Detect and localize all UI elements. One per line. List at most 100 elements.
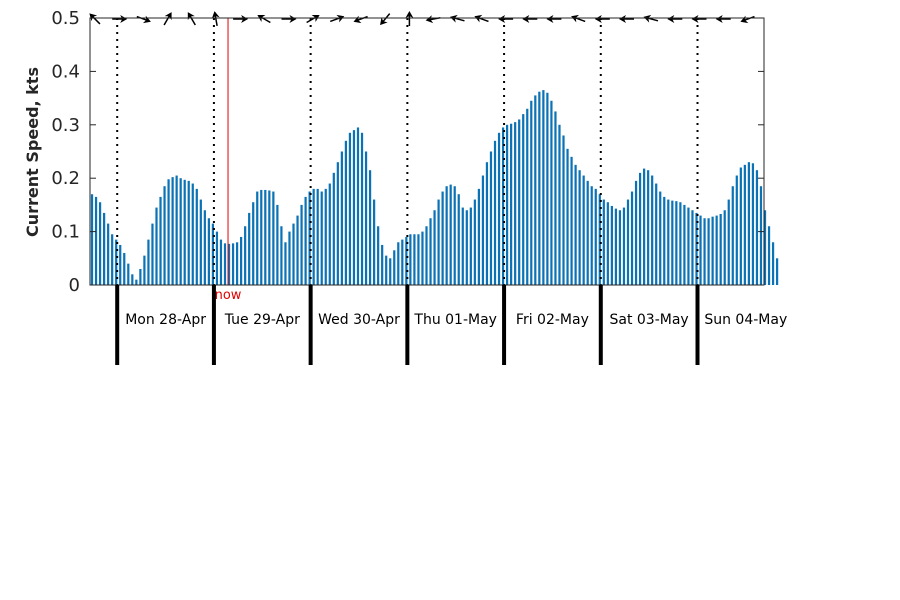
y-tick-label: 0.4	[51, 61, 80, 82]
bar	[175, 175, 178, 285]
bar	[187, 180, 190, 285]
bar	[554, 111, 557, 285]
bar	[473, 199, 476, 285]
direction-arrow-icon	[546, 15, 562, 23]
day-axis: Mon 28-Apr Tue 29-Apr Wed 30-Apr Thu 01-May…	[115, 285, 787, 365]
direction-arrow-icon	[522, 15, 538, 23]
bar	[248, 212, 251, 285]
bar	[775, 258, 779, 285]
day-label: Wed 30-Apr	[318, 312, 400, 328]
bar	[542, 90, 545, 285]
direction-arrow-icon	[112, 15, 128, 23]
bar	[90, 194, 94, 285]
direction-arrow-icon	[281, 15, 297, 23]
bar	[344, 140, 348, 285]
direction-arrow-icon	[405, 11, 414, 26]
bar	[292, 223, 295, 285]
direction-arrow-icon	[691, 15, 707, 23]
bar	[312, 188, 315, 285]
bar	[594, 188, 597, 285]
bar	[98, 202, 102, 285]
y-tick-label: 0.3	[51, 115, 80, 136]
bar	[711, 216, 714, 285]
bar	[505, 124, 509, 285]
bar	[272, 191, 275, 285]
bar	[264, 189, 267, 285]
bar	[340, 151, 343, 285]
bar	[211, 223, 215, 285]
bar	[155, 207, 158, 285]
bar	[231, 243, 235, 285]
bar	[497, 132, 501, 285]
bar	[352, 130, 356, 285]
direction-arrow-icon	[136, 15, 151, 24]
bar	[514, 122, 517, 285]
bar	[268, 190, 271, 285]
bar	[546, 92, 549, 285]
bar	[123, 252, 126, 285]
bar	[449, 184, 452, 285]
bar	[151, 223, 154, 285]
day-label: Mon 28-Apr	[125, 312, 206, 328]
bar	[453, 186, 456, 285]
bar	[671, 200, 674, 285]
direction-arrow-icon	[211, 11, 220, 27]
bar	[675, 201, 678, 285]
bar	[763, 210, 767, 285]
bar	[481, 175, 485, 285]
bar	[421, 231, 424, 285]
bar	[252, 202, 255, 285]
direction-arrow-icon	[594, 15, 610, 23]
plot-area-frame	[89, 17, 765, 286]
y-tick-label: 0.5	[51, 8, 80, 29]
bar	[405, 236, 408, 285]
bar	[381, 244, 384, 285]
y-axis: 0 0.1 0.2 0.3 0.4 0.5	[51, 8, 764, 296]
bar	[570, 156, 573, 285]
bar	[574, 164, 577, 285]
bar	[433, 210, 436, 285]
direction-arrow-icon	[187, 12, 196, 26]
bar	[240, 236, 243, 285]
bar	[115, 239, 118, 285]
bar	[590, 186, 593, 285]
bar	[743, 164, 746, 285]
bar	[368, 170, 372, 285]
bar	[107, 223, 110, 285]
bar	[622, 207, 626, 285]
bar	[586, 180, 589, 285]
bar	[94, 196, 98, 285]
bar	[429, 218, 432, 285]
direction-arrow-icon	[740, 15, 755, 24]
bar	[771, 242, 775, 285]
bar	[364, 151, 368, 285]
bar	[300, 204, 303, 285]
direction-arrow-icon	[667, 15, 683, 23]
bar	[139, 268, 142, 285]
bar	[103, 212, 106, 285]
bar	[602, 199, 605, 285]
direction-arrows	[89, 11, 755, 27]
bar	[276, 204, 279, 285]
bar	[538, 91, 541, 285]
bar	[695, 212, 698, 285]
now-marker: now	[215, 18, 242, 303]
bar	[526, 108, 529, 285]
bar	[618, 210, 622, 285]
bar	[223, 243, 227, 285]
bar	[562, 135, 565, 285]
bar	[159, 196, 162, 285]
bar	[385, 255, 388, 285]
now-label: now	[215, 288, 242, 303]
bar	[683, 204, 686, 285]
bar	[663, 196, 666, 285]
y-tick-label: 0	[69, 275, 80, 296]
bar	[566, 148, 569, 285]
bar	[179, 178, 182, 285]
bar	[147, 239, 150, 285]
bar	[638, 172, 642, 285]
bar	[397, 242, 400, 285]
bar	[111, 234, 114, 285]
bar	[328, 183, 331, 285]
